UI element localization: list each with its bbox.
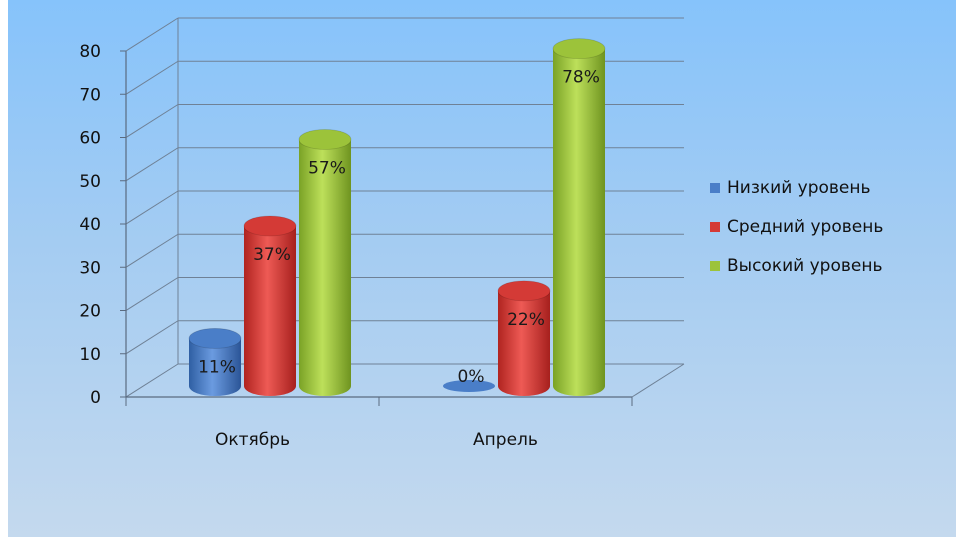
data-label: 57% bbox=[308, 158, 346, 178]
y-tick-label: 0 bbox=[90, 388, 101, 408]
data-label: 78% bbox=[562, 68, 600, 88]
y-tick-label: 80 bbox=[79, 42, 101, 62]
floor-edge bbox=[631, 363, 685, 398]
y-tick-label: 40 bbox=[79, 215, 101, 235]
bar bbox=[299, 139, 351, 396]
side-wall-gridline bbox=[125, 320, 179, 355]
data-label: 11% bbox=[198, 357, 236, 377]
bar bbox=[553, 48, 605, 397]
side-wall-gridline bbox=[125, 60, 179, 95]
x-tick-label: Апрель bbox=[473, 430, 538, 450]
legend-swatch bbox=[710, 183, 720, 193]
y-tick-label: 20 bbox=[79, 302, 101, 322]
legend-label: Низкий уровень bbox=[727, 178, 871, 198]
side-wall-gridline bbox=[125, 190, 179, 225]
bar-top bbox=[552, 38, 606, 60]
bar-top bbox=[298, 129, 352, 150]
bar bbox=[443, 380, 495, 392]
bar-top bbox=[497, 280, 551, 302]
data-label: 37% bbox=[253, 245, 291, 265]
side-wall-gridline bbox=[125, 104, 179, 138]
legend-label: Средний уровень bbox=[727, 217, 883, 237]
bar-top bbox=[188, 328, 242, 349]
legend-swatch bbox=[710, 261, 720, 271]
y-tick-label: 60 bbox=[79, 129, 101, 149]
side-wall-gridline bbox=[125, 363, 179, 398]
data-label: 22% bbox=[507, 310, 545, 330]
bar bbox=[189, 338, 241, 396]
legend-swatch bbox=[710, 222, 720, 232]
y-tick-label: 50 bbox=[79, 172, 101, 192]
y-tick-label: 70 bbox=[79, 85, 101, 105]
bar-top bbox=[243, 215, 297, 237]
x-tick-label: Октябрь bbox=[215, 430, 290, 450]
bar bbox=[244, 225, 296, 396]
side-wall-gridline bbox=[125, 17, 179, 52]
legend-label: Высокий уровень bbox=[727, 256, 882, 276]
data-label: 0% bbox=[458, 367, 485, 387]
y-tick-label: 30 bbox=[79, 258, 101, 278]
side-wall-gridline bbox=[125, 147, 179, 182]
chart-background bbox=[8, 0, 956, 537]
y-tick-label: 10 bbox=[79, 345, 101, 365]
side-wall-gridline bbox=[125, 233, 179, 268]
side-wall-gridline bbox=[125, 277, 179, 311]
bar bbox=[498, 290, 550, 396]
